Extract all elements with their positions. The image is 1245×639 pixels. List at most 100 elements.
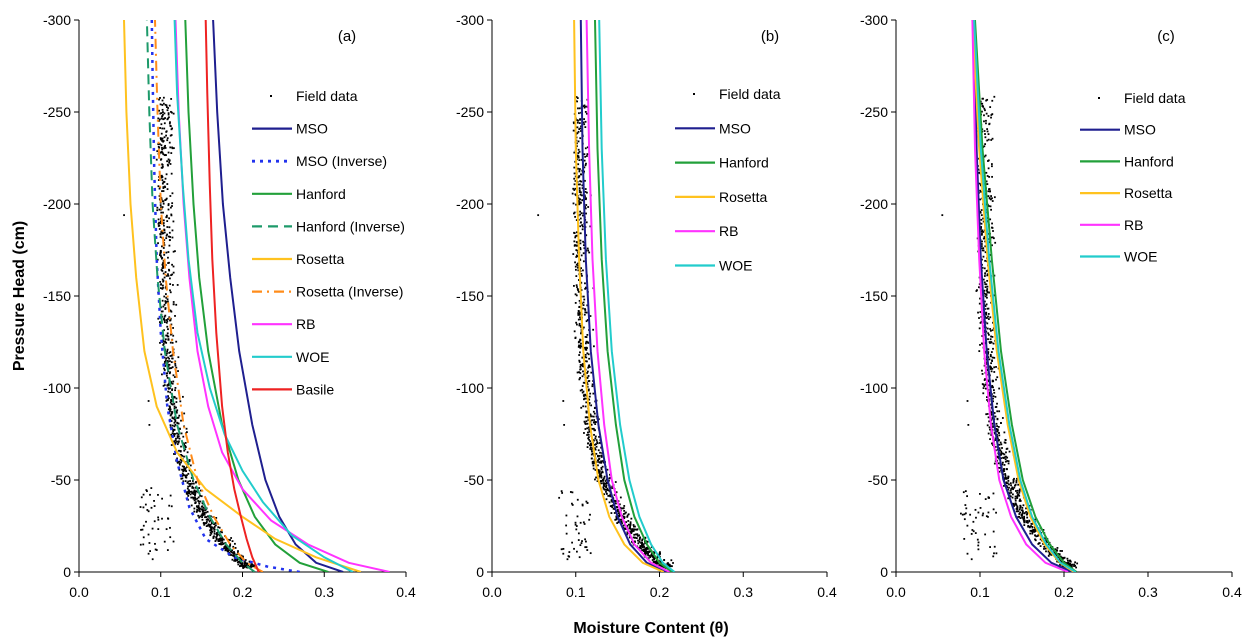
- field-data-point: [578, 159, 581, 162]
- field-data-point: [578, 107, 581, 110]
- field-data-point: [991, 197, 993, 200]
- field-data-point: [575, 321, 578, 324]
- legend-label: Rosetta: [1124, 185, 1172, 201]
- field-data-point: [158, 118, 161, 121]
- field-data-point: [610, 499, 613, 501]
- field-data-point: [1029, 532, 1032, 535]
- field-data-point: [600, 454, 603, 457]
- field-data-point: [1019, 500, 1022, 502]
- field-data-point: [575, 263, 578, 266]
- field-data-point: [980, 230, 983, 233]
- field-data-point: [986, 289, 988, 292]
- field-data-point: [162, 305, 165, 308]
- field-data-point: [585, 336, 588, 338]
- field-data-point: [987, 352, 989, 355]
- field-data-point: [585, 311, 588, 314]
- field-data-point: [189, 482, 192, 485]
- field-data-point: [157, 317, 160, 320]
- field-data-point: [163, 321, 166, 323]
- field-data-point: [994, 406, 997, 408]
- field-data-point: [611, 485, 614, 488]
- field-data-point: [984, 387, 987, 390]
- field-data-point: [594, 429, 596, 432]
- field-data-point: [659, 551, 661, 554]
- field-data-point: [171, 410, 173, 413]
- field-data-point: [157, 185, 160, 188]
- field-data-point: [186, 481, 189, 484]
- field-data-point: [645, 546, 648, 549]
- field-data-point: [1034, 518, 1037, 521]
- field-data-point: [160, 166, 163, 169]
- field-data-point: [626, 514, 629, 517]
- field-data-point: [163, 253, 166, 256]
- field-data-point: [977, 311, 979, 314]
- field-data-point: [584, 309, 587, 311]
- field-data-point: [180, 453, 183, 456]
- field-data-point: [987, 138, 990, 141]
- field-data-point: [1009, 495, 1012, 498]
- field-data-point: [577, 310, 580, 313]
- field-data-point: [602, 484, 605, 486]
- field-data-point: [218, 543, 221, 546]
- field-data-point: [193, 499, 196, 502]
- field-data-point: [171, 147, 174, 150]
- field-data-point: [579, 318, 582, 321]
- field-data-point: [247, 564, 250, 567]
- field-data-point: [992, 386, 994, 389]
- field-data-point: [579, 201, 582, 204]
- field-data-point: [995, 422, 998, 425]
- field-data-point: [986, 130, 989, 133]
- field-data-point: [161, 104, 164, 106]
- field-data-point: [169, 410, 171, 412]
- field-data-point: [568, 555, 571, 558]
- field-data-point: [1004, 441, 1007, 444]
- field-data-point: [620, 518, 623, 521]
- field-data-point: [1073, 563, 1076, 566]
- field-data-point: [993, 462, 996, 465]
- field-data-point: [159, 204, 162, 207]
- field-data-point: [594, 447, 596, 450]
- field-data-point: [584, 120, 587, 123]
- field-data-point: [588, 398, 591, 401]
- field-data-point: [170, 403, 173, 405]
- field-data-point: [166, 160, 169, 163]
- field-data-point: [594, 443, 596, 446]
- field-data-point: [216, 534, 219, 537]
- field-data-point: [213, 532, 216, 535]
- field-data-point: [162, 384, 165, 387]
- field-data-point: [611, 506, 614, 509]
- field-data-point: [164, 365, 167, 367]
- field-data-point: [184, 480, 187, 483]
- field-data-point: [1016, 477, 1018, 480]
- field-data-point: [649, 556, 652, 559]
- field-data-point: [160, 138, 162, 141]
- field-data-point: [589, 440, 592, 443]
- field-data-point: [581, 356, 584, 359]
- field-data-point: [222, 542, 225, 545]
- field-data-point: [566, 558, 569, 561]
- field-data-point: [989, 342, 991, 344]
- field-data-point: [167, 273, 169, 276]
- field-data-point: [163, 329, 165, 332]
- field-data-point: [170, 420, 173, 422]
- field-data-point: [585, 112, 588, 115]
- field-data-point: [164, 271, 167, 273]
- field-data-point: [234, 559, 237, 562]
- field-data-point: [579, 193, 582, 196]
- field-data-point: [161, 179, 164, 182]
- field-data-point: [594, 406, 597, 409]
- field-data-point: [163, 367, 165, 370]
- field-data-point: [168, 116, 170, 119]
- field-data-point: [208, 520, 211, 523]
- field-data-point: [172, 417, 175, 420]
- field-data-point: [619, 513, 622, 516]
- field-data-point: [163, 295, 166, 298]
- field-data-point: [582, 295, 585, 298]
- field-data-point: [579, 311, 581, 314]
- field-data-point: [167, 318, 169, 320]
- field-data-point: [157, 117, 160, 120]
- field-data-point: [602, 480, 605, 482]
- field-data-point: [981, 102, 984, 105]
- field-data-point: [634, 536, 637, 539]
